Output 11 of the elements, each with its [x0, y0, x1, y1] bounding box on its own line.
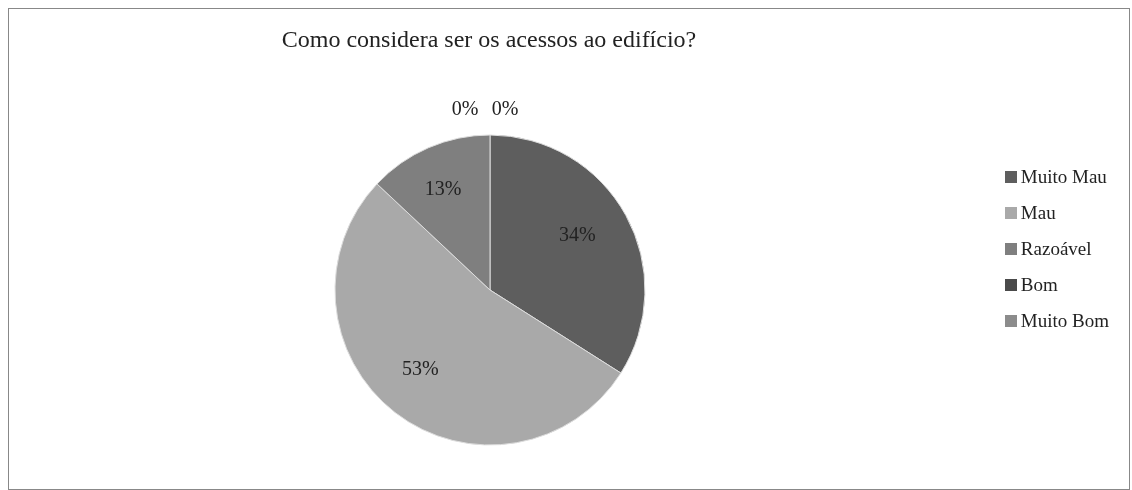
- chart-title: Como considera ser os acessos ao edifício?: [281, 26, 697, 52]
- legend-label: Muito Bom: [1020, 309, 1109, 333]
- data-label: 34%: [559, 223, 596, 246]
- text: 0%: [451, 97, 479, 119]
- data-label: 53%: [402, 357, 439, 380]
- legend-label: Muito Mau: [1020, 165, 1107, 189]
- legend-label: Razoável: [1020, 237, 1092, 261]
- legend-label: Mau: [1020, 201, 1056, 225]
- legend-label: Bom: [1020, 273, 1058, 297]
- text: 0%: [491, 97, 519, 119]
- data-label: 13%: [424, 177, 462, 200]
